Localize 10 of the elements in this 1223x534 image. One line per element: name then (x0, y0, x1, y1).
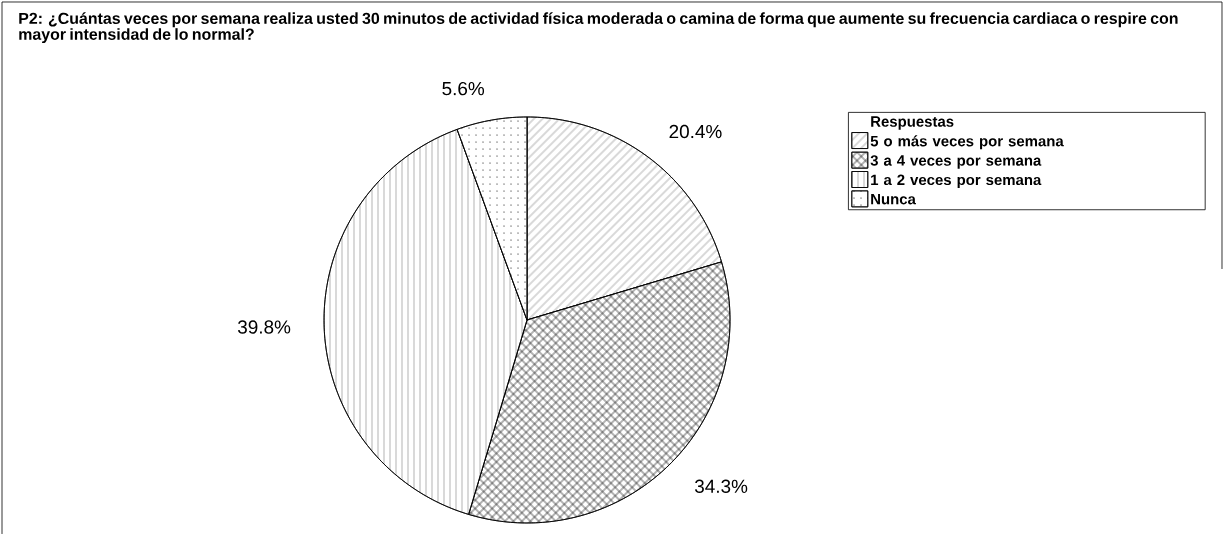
legend-label: 3 a 4 veces por semana (870, 155, 1042, 169)
data-label: 20.4% (669, 124, 722, 139)
legend-label: Nunca (871, 193, 916, 205)
chart-title: P2: ¿Cuántas veces por semana realiza usted 30 minutos de actividad física moderada o camina de forma que aumente su frecuencia cardiaca o respire con mayor intensidad de lo normal? (19, 12, 1178, 44)
legend-title: Respuestas (871, 116, 954, 130)
data-label: 5.6% (442, 81, 485, 96)
legend-label: 1 a 2 veces por semana (871, 174, 1042, 189)
legend-label: 5 o más veces por semana (870, 135, 1064, 150)
data-label: 34.3% (694, 479, 748, 493)
data-label: 39.8% (237, 320, 291, 334)
